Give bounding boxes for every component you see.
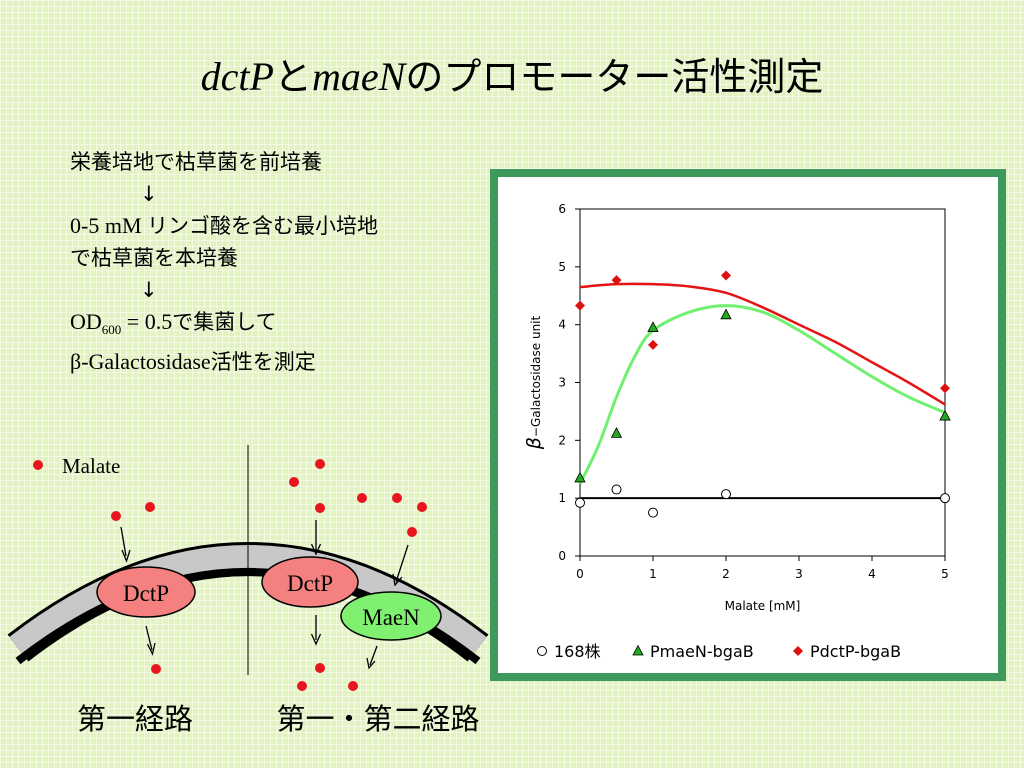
dctp-transporter-left: [96, 566, 196, 618]
x-tick-label: 0: [576, 567, 584, 581]
step-arrow-2: ↓: [140, 278, 158, 302]
protocol-steps: 栄養培地で枯草菌を前培養 ↓ 0-5 mM リンゴ酸を含む最小培地 で枯草菌を本…: [70, 146, 378, 378]
y-tick-label: 6: [558, 202, 566, 216]
y-axis-label-text: −Galactosidase unit: [529, 315, 543, 437]
legend-marker: [537, 646, 547, 656]
dctp-left-label: DctP: [123, 581, 169, 606]
malate-dot: [315, 663, 325, 673]
step-main-culture-cont: で枯草菌を本培養: [70, 246, 238, 270]
legend-label: PdctP-bgaB: [810, 642, 901, 661]
step-arrow-1: ↓: [140, 182, 158, 206]
title-joiner: と: [273, 55, 312, 99]
y-axis-label: β−Galactosidase unit: [523, 315, 545, 450]
x-tick-label: 3: [795, 567, 803, 581]
step-main-culture: 0-5 mM リンゴ酸を含む最小培地: [70, 210, 378, 242]
data-point: [610, 427, 623, 438]
y-tick-label: 0: [558, 549, 566, 563]
od-label: OD: [70, 309, 102, 334]
medium-text: リンゴ酸を含む最小培地: [147, 214, 378, 238]
data-point: [647, 321, 659, 332]
measure-text: 活性を測定: [210, 350, 316, 375]
legend-label: PmaeN-bgaB: [650, 642, 754, 661]
x-tick-label: 2: [722, 567, 730, 581]
malate-dot: [315, 459, 325, 469]
step-preculture: 栄養培地で枯草菌を前培養: [70, 150, 322, 174]
maen-transporter: [340, 591, 442, 641]
malate-dot: [417, 502, 427, 512]
x-tick-label: 4: [868, 567, 876, 581]
title-gene-maen: maeN: [311, 54, 406, 99]
data-point: [648, 507, 658, 518]
data-point: [940, 383, 950, 394]
malate-dot: [297, 681, 307, 691]
plot-frame: [579, 208, 946, 557]
malate-dot: [357, 493, 367, 503]
uptake-arrow: [120, 526, 127, 557]
data-point: [574, 471, 586, 483]
uptake-arrow: [395, 544, 409, 583]
malate-dot: [151, 664, 161, 674]
legend-marker: [793, 646, 803, 656]
harvest-text: で集菌して: [172, 310, 277, 334]
y-axis-label-symbol: β: [523, 437, 545, 450]
release-arrowhead: [146, 642, 156, 656]
data-point: [939, 409, 951, 421]
x-tick-label: 5: [941, 567, 949, 581]
step-measure: β-Galactosidase活性を測定: [70, 346, 378, 378]
legend-label: 168株: [554, 642, 601, 661]
data-point: [940, 493, 950, 504]
release-arrowhead: [310, 633, 322, 646]
trend-line: [578, 304, 946, 485]
release-arrowhead: [366, 657, 376, 670]
malate-legend-label: Malate: [62, 454, 120, 478]
x-tick-label: 1: [649, 567, 657, 581]
od-wavelength: 600: [101, 322, 122, 338]
data-point: [611, 484, 622, 495]
release-arrow: [145, 625, 153, 651]
y-tick-label: 5: [558, 260, 566, 274]
data-point: [575, 300, 585, 311]
malate-dot: [111, 511, 121, 521]
slide-title: dctPとmaeNのプロモーター活性測定: [0, 46, 1024, 101]
dctp-right-label: DctP: [287, 571, 333, 596]
uptake-arrowhead: [392, 573, 403, 587]
x-axis-label: Malate [mM]: [725, 599, 801, 613]
uptake-arrowhead: [310, 543, 322, 556]
malate-dot: [315, 503, 325, 513]
y-tick-label: 3: [558, 376, 566, 390]
caption-both-pathways: 第一・第二経路: [276, 702, 479, 736]
malate-dot: [145, 502, 155, 512]
malate-dot: [407, 527, 417, 537]
data-point: [611, 275, 622, 286]
galactosidase-chart: 0 1 2 3 4 5 0 1 2 3 4 5 6 Malate [mM] β−Galactosidase …: [523, 202, 951, 661]
dctp-transporter-right: [261, 556, 359, 608]
malate-dot: [348, 681, 358, 691]
data-point: [720, 308, 732, 320]
chart-panel: 0 1 2 3 4 5 0 1 2 3 4 5 6 Malate [mM] β−Galactosidase …: [490, 169, 1006, 681]
enzyme-name: β-Galactosidase: [70, 349, 211, 375]
transport-diagram: Malate DctP DctP MaeN 第一経路 第一・第二経路: [7, 445, 489, 736]
y-tick-label: 2: [558, 433, 566, 447]
trend-line: [579, 282, 946, 406]
data-point: [721, 489, 731, 500]
title-gene-dctp: dctP: [200, 54, 274, 99]
title-rest: のプロモーター活性測定: [405, 55, 824, 99]
uptake-arrowhead: [121, 549, 131, 563]
data-point: [648, 339, 658, 350]
data-point: [721, 270, 731, 281]
malate-concentration: 0-5 mM: [70, 213, 147, 238]
caption-first-pathway: 第一経路: [77, 702, 193, 736]
od-value: = 0.5: [121, 309, 173, 334]
malate-legend-dot: [33, 460, 43, 470]
malate-dot: [392, 493, 402, 503]
legend-marker: [632, 644, 644, 656]
step-harvest: OD600 = 0.5で集菌して: [70, 306, 378, 346]
malate-dot: [289, 477, 299, 487]
release-arrow: [369, 645, 378, 666]
maen-label: MaeN: [362, 605, 420, 630]
y-tick-label: 4: [558, 318, 566, 332]
y-tick-label: 1: [558, 491, 566, 505]
data-point: [575, 497, 585, 508]
